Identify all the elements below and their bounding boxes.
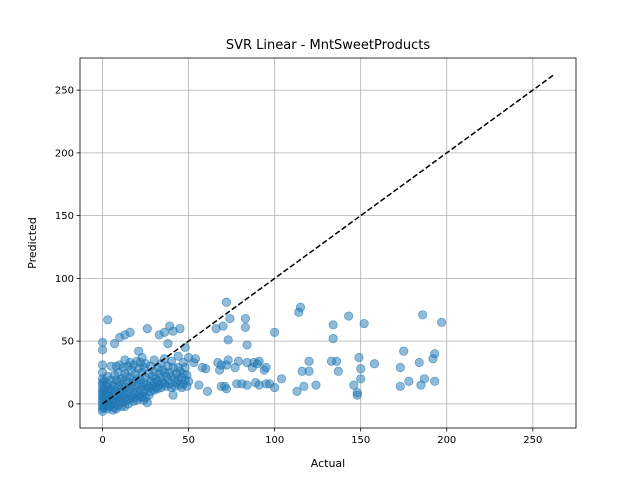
scatter-point <box>109 339 120 349</box>
scatter-point <box>223 355 233 365</box>
scatter-point <box>344 311 354 321</box>
scatter-point <box>225 313 235 324</box>
scatter-point <box>242 380 252 390</box>
y-tick-label: 150 <box>55 211 74 222</box>
scatter-point <box>97 345 108 355</box>
scatter-points <box>97 297 447 417</box>
y-axis-label: Predicted <box>26 217 39 269</box>
chart-title: SVR Linear - MntSweetProducts <box>226 38 431 53</box>
scatter-point <box>430 349 440 359</box>
scatter-point <box>276 374 287 384</box>
scatter-point <box>168 390 178 400</box>
y-tick-label: 0 <box>68 399 74 410</box>
scatter-point <box>328 320 338 330</box>
x-tick-label: 150 <box>351 435 370 446</box>
scatter-point <box>395 381 405 391</box>
scatter-point <box>356 374 366 384</box>
scatter-point <box>180 342 190 353</box>
scatter-point <box>292 386 302 396</box>
y-tick-label: 50 <box>61 337 74 348</box>
scatter-point <box>328 334 338 344</box>
scatter-point <box>163 339 173 349</box>
reference-line <box>102 74 554 405</box>
scatter-point <box>202 386 213 396</box>
scatter-point <box>233 356 244 366</box>
scatter-point <box>218 321 228 331</box>
scatter-point <box>419 374 429 384</box>
scatter-point <box>173 351 183 361</box>
scatter-point <box>103 315 113 325</box>
scatter-point <box>436 317 447 327</box>
scatter-point <box>240 322 250 332</box>
x-tick-label: 200 <box>437 435 456 446</box>
axis-ticks: 0 50 100 150 200 250 0 50 100 150 200 250 <box>55 86 542 446</box>
scatter-point <box>201 364 211 374</box>
scatter-point <box>261 362 271 373</box>
scatter-point <box>254 356 264 366</box>
scatter-point <box>183 376 194 386</box>
scatter-point <box>404 376 414 386</box>
scatter-point <box>142 323 152 334</box>
scatter-point <box>221 384 232 394</box>
scatter-point <box>304 366 314 376</box>
x-tick-label: 250 <box>523 435 542 446</box>
x-tick-label: 100 <box>265 435 284 446</box>
scatter-point <box>149 355 159 365</box>
scatter-point <box>304 356 314 366</box>
scatter-point <box>352 388 362 398</box>
x-axis-label: Actual <box>311 457 345 470</box>
scatter-point <box>395 362 405 373</box>
x-tick-label: 50 <box>182 435 195 446</box>
scatter-point <box>270 327 280 337</box>
scatter-point <box>359 318 369 329</box>
scatter-point <box>295 302 306 312</box>
grid <box>80 58 576 428</box>
scatter-point <box>194 380 204 390</box>
scatter-point <box>430 376 440 386</box>
scatter-point <box>270 382 280 393</box>
scatter-point <box>240 313 250 324</box>
scatter-point <box>142 398 152 408</box>
y-tick-label: 200 <box>55 148 74 159</box>
scatter-point <box>332 356 342 366</box>
scatter-point <box>175 323 185 334</box>
plot-frame <box>79 57 577 429</box>
scatter-point <box>299 381 309 391</box>
scatter-point <box>349 380 359 390</box>
scatter-point <box>221 297 232 307</box>
y-tick-label: 250 <box>55 86 74 97</box>
y-tick-label: 100 <box>55 274 74 285</box>
scatter-point <box>311 380 321 390</box>
scatter-point <box>333 366 343 376</box>
x-tick-label: 0 <box>99 435 105 446</box>
scatter-point <box>418 310 428 320</box>
scatter-point <box>369 359 380 369</box>
scatter-point <box>356 364 366 374</box>
scatter-point <box>414 357 424 368</box>
scatter-point <box>242 340 252 350</box>
scatter-point <box>223 335 233 345</box>
scatter-point <box>180 362 190 373</box>
scatter-point <box>125 327 135 337</box>
scatter-point <box>354 352 364 363</box>
scatter-point <box>399 346 409 356</box>
scatter-point <box>190 354 201 364</box>
